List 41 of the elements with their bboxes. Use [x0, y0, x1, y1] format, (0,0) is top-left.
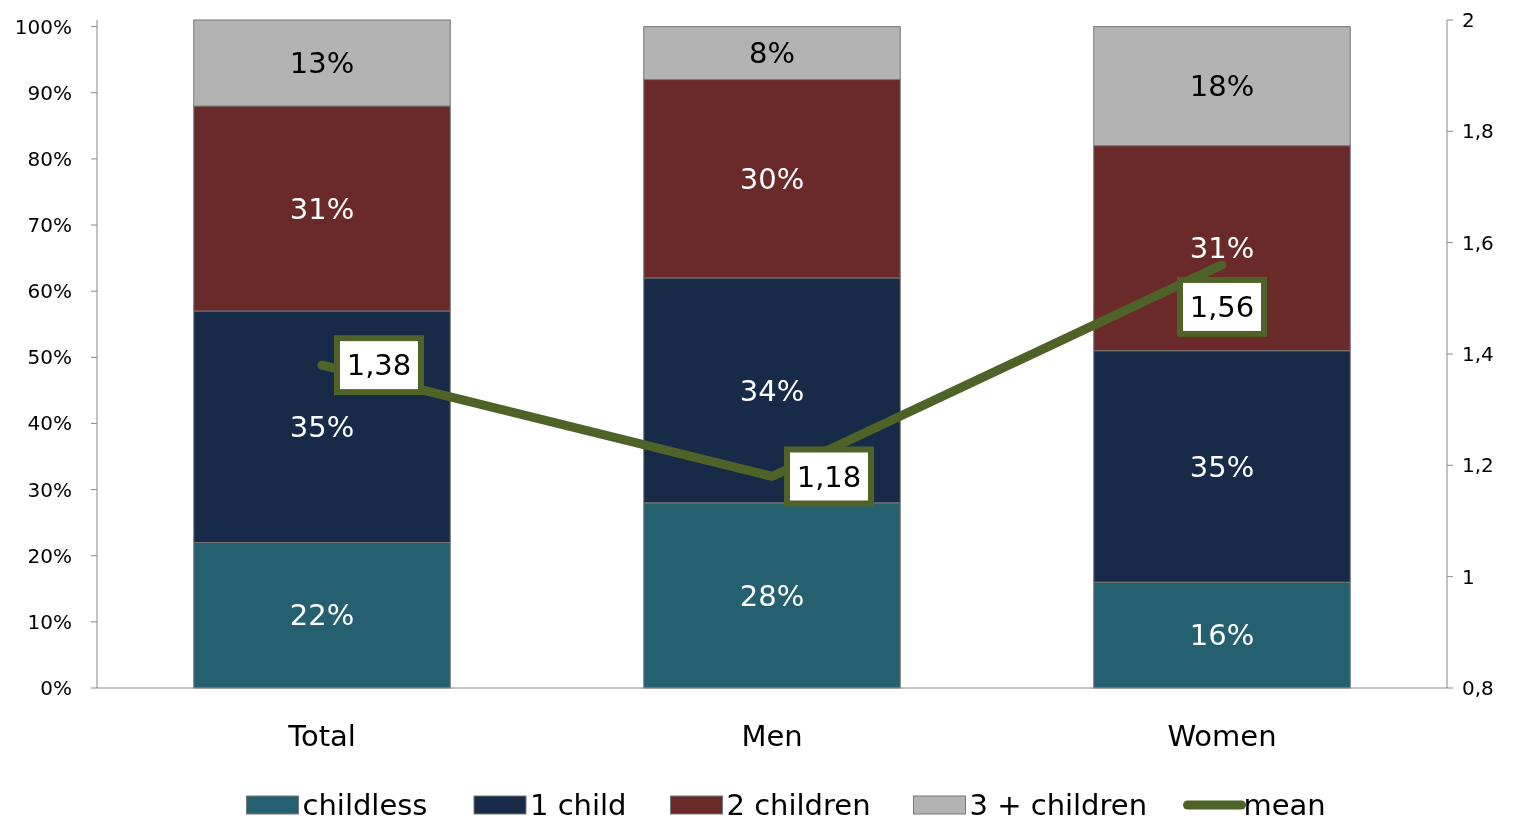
y2-tick-label: 1	[1462, 564, 1475, 589]
data-label: 35%	[289, 409, 355, 444]
data-label: 35%	[1189, 449, 1255, 484]
y2-tick-label: 0,8	[1462, 676, 1494, 700]
y-tick-label: 80%	[27, 146, 72, 171]
data-label: 1,18	[796, 459, 862, 494]
y-tick-label: 20%	[27, 543, 72, 568]
data-label: 8%	[748, 36, 796, 71]
y2-tick-label: 1,8	[1462, 119, 1494, 144]
data-label: 18%	[1189, 69, 1255, 104]
y-tick-label: 70%	[27, 213, 72, 238]
y-tick-label: 10%	[27, 609, 72, 634]
y-tick-label: 40%	[27, 411, 72, 436]
y-tick-label: 100%	[14, 14, 72, 39]
x-tick-label: Women	[1167, 719, 1277, 754]
y-tick-label: 0%	[40, 676, 72, 700]
y-tick-label: 50%	[27, 345, 72, 370]
data-label: 31%	[1189, 231, 1255, 266]
data-label: 1,56	[1189, 290, 1255, 325]
legend-label: 3 + children	[969, 788, 1148, 821]
data-label: 22%	[289, 598, 355, 633]
y-tick-label: 30%	[27, 477, 72, 502]
y-tick-label: 90%	[27, 80, 72, 105]
x-tick-label: Men	[741, 719, 803, 754]
data-label: 1,38	[346, 348, 412, 383]
y2-tick-label: 1,4	[1462, 342, 1494, 366]
legend-label: childless	[302, 788, 428, 821]
legend-label: 2 children	[726, 788, 871, 821]
legend-label: mean	[1243, 788, 1326, 821]
data-label: 34%	[739, 373, 805, 408]
legend-label: 1 child	[530, 788, 627, 821]
data-label: 30%	[739, 161, 805, 196]
data-label: 16%	[1189, 618, 1255, 653]
data-label: 31%	[289, 191, 355, 226]
y2-tick-label: 2	[1462, 8, 1475, 32]
y2-tick-label: 1,6	[1462, 230, 1494, 255]
data-label: 28%	[739, 578, 805, 613]
x-tick-label: Total	[287, 719, 356, 754]
data-label: 13%	[289, 46, 355, 81]
y2-tick-label: 1,2	[1462, 453, 1494, 478]
y-tick-label: 60%	[27, 279, 72, 304]
